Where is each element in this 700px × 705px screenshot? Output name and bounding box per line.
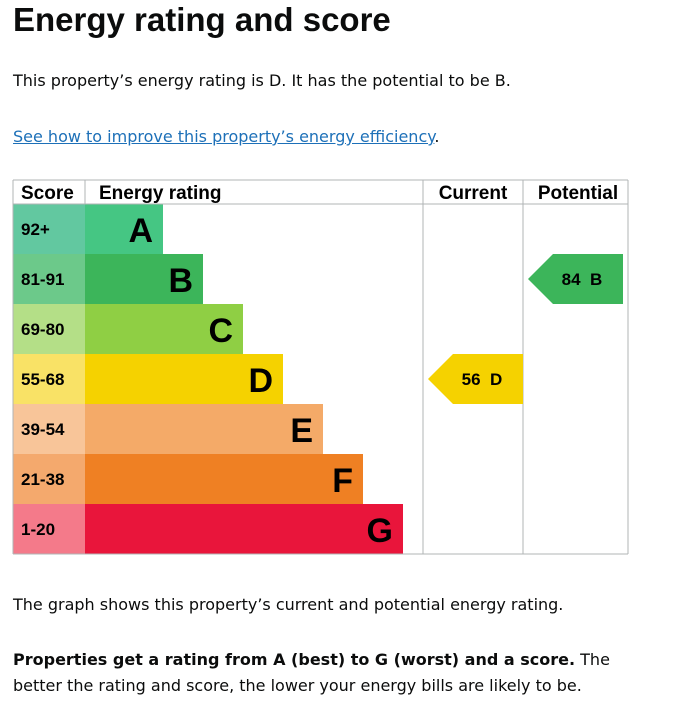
rating-bar-F bbox=[85, 454, 363, 504]
rating-bar-B bbox=[85, 254, 203, 304]
link-suffix: . bbox=[434, 127, 440, 146]
score-range-G: 1-20 bbox=[21, 520, 55, 539]
header-energy-rating: Energy rating bbox=[99, 183, 221, 204]
improve-link[interactable]: See how to improve this property’s energ… bbox=[13, 127, 435, 146]
rating-bar-A bbox=[85, 204, 163, 254]
score-cell-D bbox=[13, 354, 85, 404]
page-title: Energy rating and score bbox=[13, 1, 391, 38]
improve-paragraph: See how to improve this property’s energ… bbox=[13, 124, 440, 150]
score-cell-F bbox=[13, 454, 85, 504]
rating-letter-A: A bbox=[128, 212, 153, 250]
rating-letter-F: F bbox=[332, 462, 353, 500]
score-cell-G bbox=[13, 504, 85, 554]
current-rating-label: 56 D bbox=[462, 370, 503, 389]
rating-bar-G bbox=[85, 504, 403, 554]
rating-bar-C bbox=[85, 304, 243, 354]
header-score: Score bbox=[21, 183, 74, 204]
score-range-B: 81-91 bbox=[21, 270, 64, 289]
header-current: Current bbox=[439, 183, 508, 204]
rating-letter-E: E bbox=[290, 412, 313, 450]
current-rating-arrow bbox=[428, 354, 523, 404]
energy-rating-chart: Score Energy rating Current Potential 92+ A 81… bbox=[12, 179, 629, 555]
rating-bar-E bbox=[85, 404, 323, 454]
score-range-A: 92+ bbox=[21, 220, 50, 239]
score-range-E: 39-54 bbox=[21, 420, 65, 439]
score-cell-C bbox=[13, 304, 85, 354]
rating-note-bold: Properties get a rating from A (best) to… bbox=[13, 650, 576, 669]
score-range-C: 69-80 bbox=[21, 320, 64, 339]
header-potential: Potential bbox=[538, 183, 618, 204]
potential-rating-arrow bbox=[528, 254, 623, 304]
score-range-D: 55-68 bbox=[21, 370, 64, 389]
score-cell-B bbox=[13, 254, 85, 304]
rating-letter-B: B bbox=[168, 262, 193, 300]
rating-note-rest: The better the rating and score, the low… bbox=[13, 650, 610, 695]
rating-letter-G: G bbox=[367, 512, 393, 550]
rating-letter-C: C bbox=[208, 312, 233, 350]
caption-text: The graph shows this property’s current … bbox=[13, 595, 564, 614]
score-cell-E bbox=[13, 404, 85, 454]
score-cell-A bbox=[13, 204, 85, 254]
rating-bar-D bbox=[85, 354, 283, 404]
rating-letter-D: D bbox=[248, 362, 273, 400]
intro-text: This property’s energy rating is D. It h… bbox=[13, 71, 511, 90]
potential-rating-label: 84 B bbox=[562, 270, 603, 289]
score-range-F: 21-38 bbox=[21, 470, 64, 489]
rating-note: Properties get a rating from A (best) to… bbox=[13, 647, 653, 699]
